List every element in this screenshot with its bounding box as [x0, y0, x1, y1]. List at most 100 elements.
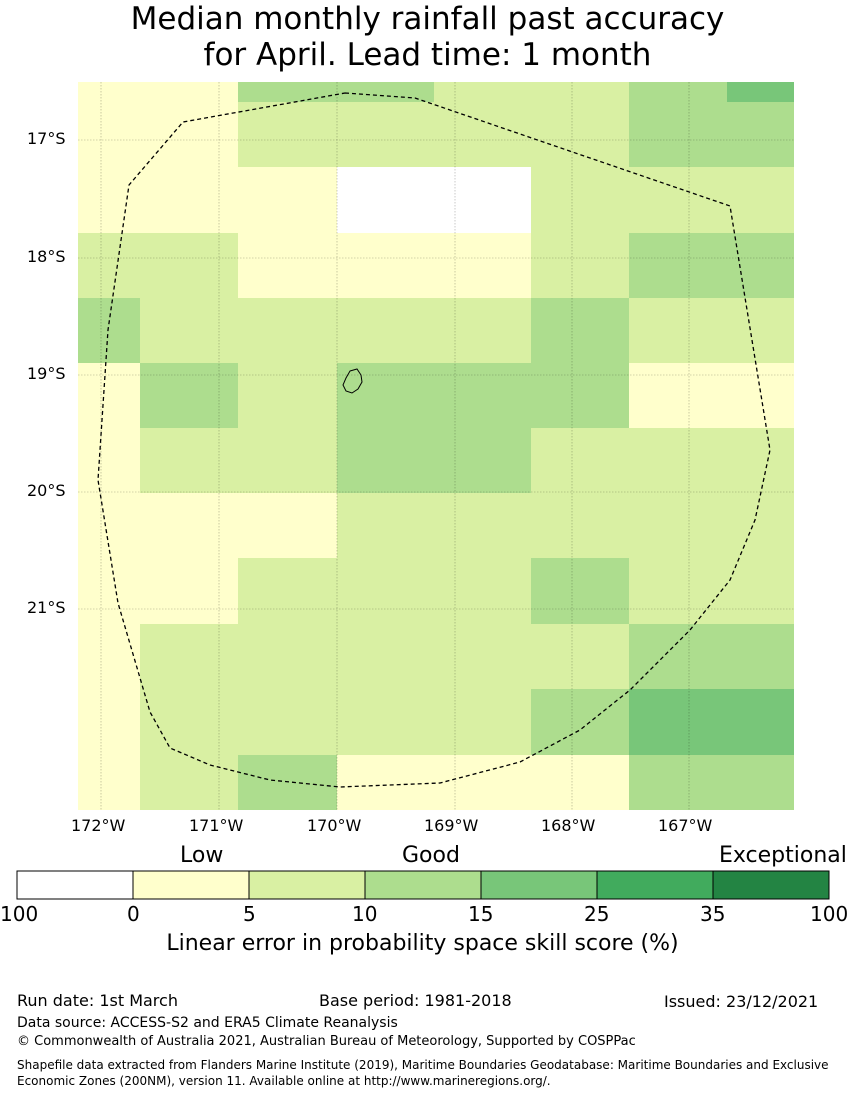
grid-cell — [78, 167, 140, 233]
category-exceptional: Exceptional — [719, 843, 847, 868]
grid-cell — [629, 493, 727, 558]
lon-label-172w: 172°W — [71, 816, 126, 835]
run-date: Run date: 1st March — [17, 991, 178, 1010]
grid-cell — [140, 624, 238, 689]
grid-cell — [629, 233, 727, 298]
grid-cell — [140, 755, 238, 810]
colorbar-tick: 0 — [127, 902, 140, 926]
grid-cell — [337, 558, 434, 624]
grid-cell — [238, 755, 337, 810]
grid-cell — [337, 428, 434, 493]
colorbar-segment-6 — [597, 871, 713, 899]
colorbar-tick: 15 — [468, 902, 494, 926]
grid-cell — [140, 298, 238, 363]
grid-cell — [727, 298, 794, 363]
grid-cell — [337, 233, 434, 298]
grid-cell — [727, 689, 794, 755]
colorbar-segment-5 — [481, 871, 597, 899]
grid-cell — [531, 493, 629, 558]
grid-cell — [434, 82, 531, 102]
grid-cell — [140, 493, 238, 558]
grid-cell — [531, 558, 629, 624]
grid-cell — [140, 558, 238, 624]
grid-cell — [238, 624, 337, 689]
grid-cell — [434, 233, 531, 298]
grid-cell — [629, 363, 727, 428]
lat-label-18s: 18°S — [27, 247, 66, 266]
grid-cell — [727, 167, 794, 233]
grid-cell — [238, 102, 337, 167]
grid-cell — [531, 755, 629, 810]
grid-cell — [727, 102, 794, 167]
grid-cell — [238, 428, 337, 493]
grid-cell — [140, 82, 238, 102]
colorbar — [16, 870, 830, 900]
colorbar-tick: 100 — [810, 902, 849, 926]
grid-cell — [434, 428, 531, 493]
grid-cell — [78, 363, 140, 428]
grid-cell — [140, 102, 238, 167]
grid-cell — [140, 689, 238, 755]
lon-label-167w: 167°W — [658, 816, 713, 835]
grid-cell — [78, 558, 140, 624]
grid-cell — [434, 363, 531, 428]
grid-cell — [337, 298, 434, 363]
grid-cell — [140, 428, 238, 493]
grid-cell — [238, 167, 337, 233]
grid-cell — [140, 233, 238, 298]
grid-cell — [531, 82, 629, 102]
colorbar-frame — [16, 870, 830, 900]
grid-cell — [629, 755, 727, 810]
lat-label-20s: 20°S — [27, 481, 66, 500]
grid-cell — [238, 558, 337, 624]
grid-cell — [629, 167, 727, 233]
grid-cell — [337, 102, 434, 167]
grid-cell — [531, 428, 629, 493]
grid-cell — [238, 363, 337, 428]
grid-cell — [434, 298, 531, 363]
grid-cell — [337, 755, 434, 810]
data-source: Data source: ACCESS-S2 and ERA5 Climate … — [17, 1015, 398, 1031]
grid-cell — [78, 755, 140, 810]
grid-cell — [238, 82, 337, 102]
grid-cell — [434, 558, 531, 624]
colorbar-segment-7 — [713, 871, 829, 899]
colorbar-tick: 5 — [243, 902, 256, 926]
grid-cell — [140, 167, 238, 233]
grid-cell — [531, 102, 629, 167]
grid-cell — [434, 689, 531, 755]
shapefile-credit: Shapefile data extracted from Flanders M… — [17, 1058, 829, 1088]
grid-cell — [531, 233, 629, 298]
grid-cell — [434, 102, 531, 167]
title-line-2: for April. Lead time: 1 month — [203, 37, 652, 73]
grid-cell — [727, 624, 794, 689]
colorbar-tick: 25 — [584, 902, 610, 926]
grid-cell — [337, 363, 434, 428]
island-outline — [342, 368, 363, 394]
grid-cell — [531, 298, 629, 363]
grid-cell — [629, 82, 727, 102]
colorbar-tick: 10 — [352, 902, 378, 926]
grid-cell — [78, 233, 140, 298]
grid-cell — [727, 558, 794, 624]
grid-cell — [629, 102, 727, 167]
colorbar-tick: 35 — [700, 902, 726, 926]
category-low: Low — [180, 843, 224, 868]
grid-cell — [238, 298, 337, 363]
grid-cell — [78, 689, 140, 755]
eez-boundary — [97, 92, 771, 788]
map-gridlines — [78, 82, 794, 810]
lon-label-170w: 170°W — [307, 816, 362, 835]
grid-cell — [238, 233, 337, 298]
grid-cell — [727, 233, 794, 298]
grid-cell — [238, 689, 337, 755]
grid-cell — [531, 689, 629, 755]
grid-cell — [629, 624, 727, 689]
grid-cell — [727, 82, 794, 102]
grid-cell — [629, 298, 727, 363]
grid-cell — [78, 624, 140, 689]
grid-cell — [531, 363, 629, 428]
grid-cell — [78, 428, 140, 493]
grid-cell — [78, 82, 140, 102]
